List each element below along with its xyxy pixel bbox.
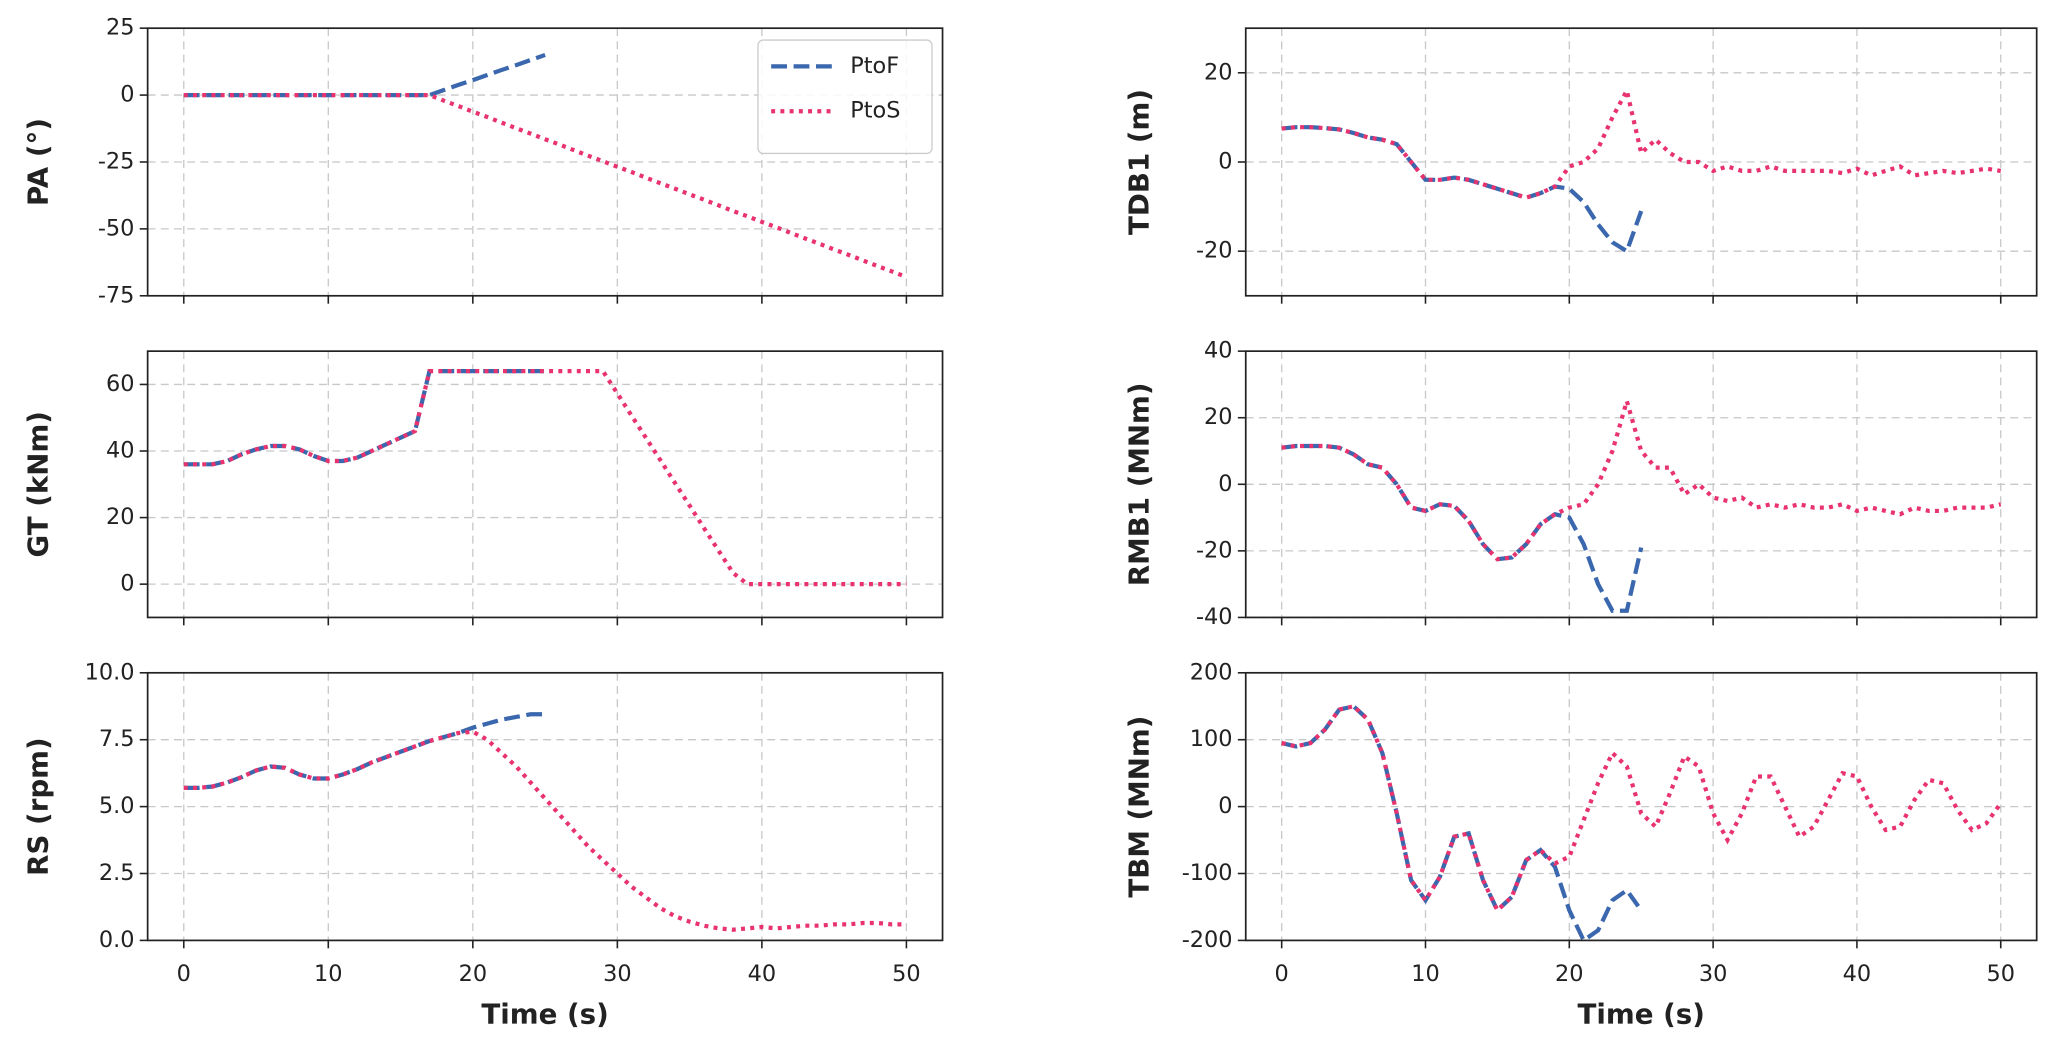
series-line	[1281, 443, 1644, 613]
y-tick-label: 10.0	[85, 659, 135, 685]
x-tick-label: 20	[1555, 961, 1584, 987]
series-line	[1281, 125, 1644, 255]
plot-frame	[1244, 350, 2038, 619]
y-tick-label: -100	[1182, 860, 1233, 886]
y-tick-label: 40	[106, 438, 135, 464]
y-tick-label: 7.5	[99, 726, 135, 752]
legend: PtoF PtoS	[757, 39, 933, 155]
series-line	[1281, 84, 2002, 200]
legend-label: PtoS	[850, 98, 900, 124]
y-tick-label: 0	[1218, 148, 1232, 174]
y-tick-label: 20	[1204, 404, 1233, 430]
series-line	[1281, 393, 2002, 562]
x-tick-label: 30	[603, 961, 632, 987]
y-tick-label: -25	[98, 148, 135, 174]
y-axis-label: RMB1 (MNm)	[1122, 382, 1155, 586]
series-line	[1281, 703, 2003, 914]
y-tick-label: -200	[1182, 927, 1233, 953]
x-tick-label: 0	[177, 961, 191, 987]
y-tick-label: 0	[1218, 471, 1232, 497]
y-tick-label: 2.5	[99, 860, 135, 886]
y-tick-label: 200	[1190, 659, 1233, 685]
x-tick-label: 10	[1411, 961, 1440, 987]
y-tick-label: 0.0	[99, 927, 135, 953]
plot-frame	[146, 350, 944, 619]
x-tick-label: 40	[1843, 961, 1872, 987]
y-tick-label: -75	[98, 282, 135, 308]
x-axis-label: Time (s)	[481, 998, 608, 1031]
x-tick-label: 50	[892, 961, 921, 987]
x-tick-label: 30	[1699, 961, 1728, 987]
x-tick-label: 40	[748, 961, 777, 987]
y-tick-label: -20	[1196, 537, 1233, 563]
y-axis-label: PA (°)	[22, 118, 55, 206]
x-tick-label: 10	[314, 961, 343, 987]
plot-frame	[146, 671, 944, 942]
y-axis-label: GT (kNm)	[22, 411, 55, 557]
series-line	[1281, 703, 1643, 944]
y-tick-label: 5.0	[99, 793, 135, 819]
y-tick-label: 100	[1190, 726, 1233, 752]
y-tick-label: 20	[1204, 59, 1233, 85]
y-tick-label: 0	[120, 82, 134, 108]
plot-frame	[1244, 27, 2038, 297]
legend-box	[757, 39, 933, 155]
x-tick-label: 0	[1275, 961, 1289, 987]
y-tick-label: 0	[1218, 793, 1232, 819]
y-tick-label: 25	[106, 15, 135, 41]
y-tick-label: -40	[1196, 604, 1233, 630]
x-axis-label: Time (s)	[1578, 998, 1705, 1031]
plot-frame	[1244, 671, 2038, 942]
plot-frame	[146, 27, 944, 297]
y-tick-label: 0	[120, 571, 134, 597]
series-line	[183, 369, 546, 467]
x-tick-label: 20	[459, 961, 488, 987]
series-line	[183, 369, 907, 587]
y-axis-label: TBM (MNm)	[1122, 716, 1155, 898]
series-line	[183, 52, 546, 98]
x-tick-label: 50	[1986, 961, 2015, 987]
y-tick-label: 20	[106, 504, 135, 530]
y-axis-label: TDB1 (m)	[1122, 89, 1155, 235]
legend-label: PtoF	[850, 53, 899, 79]
y-tick-label: -50	[98, 215, 135, 241]
y-tick-label: -20	[1196, 238, 1233, 264]
series-line	[183, 712, 546, 790]
y-axis-label: RS (rpm)	[22, 737, 55, 875]
series-line	[183, 729, 907, 932]
series-line	[183, 92, 908, 280]
y-tick-label: 60	[106, 371, 135, 397]
y-tick-label: 40	[1204, 338, 1233, 364]
